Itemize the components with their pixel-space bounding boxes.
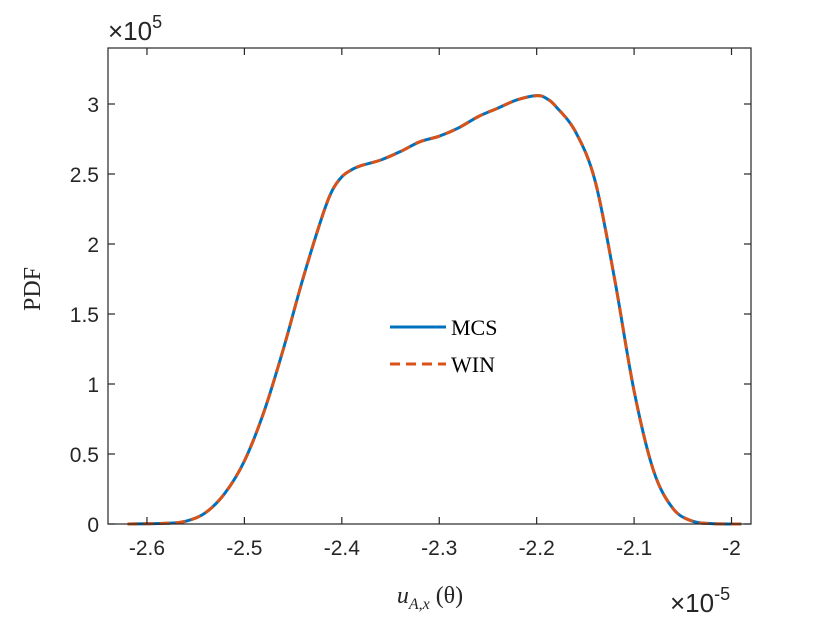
- series-layer: [127, 94, 742, 526]
- y-tick-label: 2.5: [70, 164, 99, 187]
- y-multiplier: ×105: [108, 12, 162, 46]
- series-line-win: [127, 94, 742, 526]
- x-multiplier-base: ×10: [670, 588, 714, 618]
- y-tick-label: 1: [87, 374, 99, 397]
- y-tick-label: 0: [87, 514, 99, 537]
- y-multiplier-exponent: 5: [152, 12, 162, 32]
- y-tick-label: 2: [87, 234, 99, 257]
- axes: [107, 47, 752, 525]
- x-multiplier-exponent: -5: [714, 584, 730, 604]
- y-axis-label: PDF: [20, 267, 46, 311]
- x-axis-label-arg: (θ): [430, 583, 463, 609]
- y-tick-label: 0.5: [70, 444, 99, 467]
- legend: MCS WIN: [390, 315, 497, 377]
- legend-label-mcs: MCS: [451, 315, 497, 340]
- x-tick-label: -2.6: [129, 537, 165, 560]
- y-tick-label: 1.5: [70, 304, 99, 327]
- x-tick-label: -2.4: [324, 537, 361, 560]
- x-tick-label: -2.5: [226, 537, 262, 560]
- legend-label-win: WIN: [451, 352, 495, 377]
- y-tick-label: 3: [87, 94, 99, 117]
- plot-area: [108, 48, 751, 524]
- x-tick-label: -2: [722, 537, 741, 560]
- y-multiplier-base: ×10: [108, 16, 152, 46]
- x-tick-label: -2.3: [421, 537, 457, 560]
- x-multiplier: ×10-5: [670, 584, 730, 618]
- x-axis-label-base: u: [397, 583, 409, 609]
- x-tick-label: -2.2: [519, 537, 555, 560]
- x-axis-label-sub: A,x: [408, 596, 430, 613]
- x-tick-label: -2.1: [616, 537, 652, 560]
- ticks: -2.6 -2.5 -2.4 -2.3 -2.2 -2.1 -2 0 0.5 1 1.5 2 2.5 3: [70, 48, 751, 560]
- x-axis-label: uA,x (θ): [397, 583, 463, 613]
- axes-box: [107, 47, 752, 525]
